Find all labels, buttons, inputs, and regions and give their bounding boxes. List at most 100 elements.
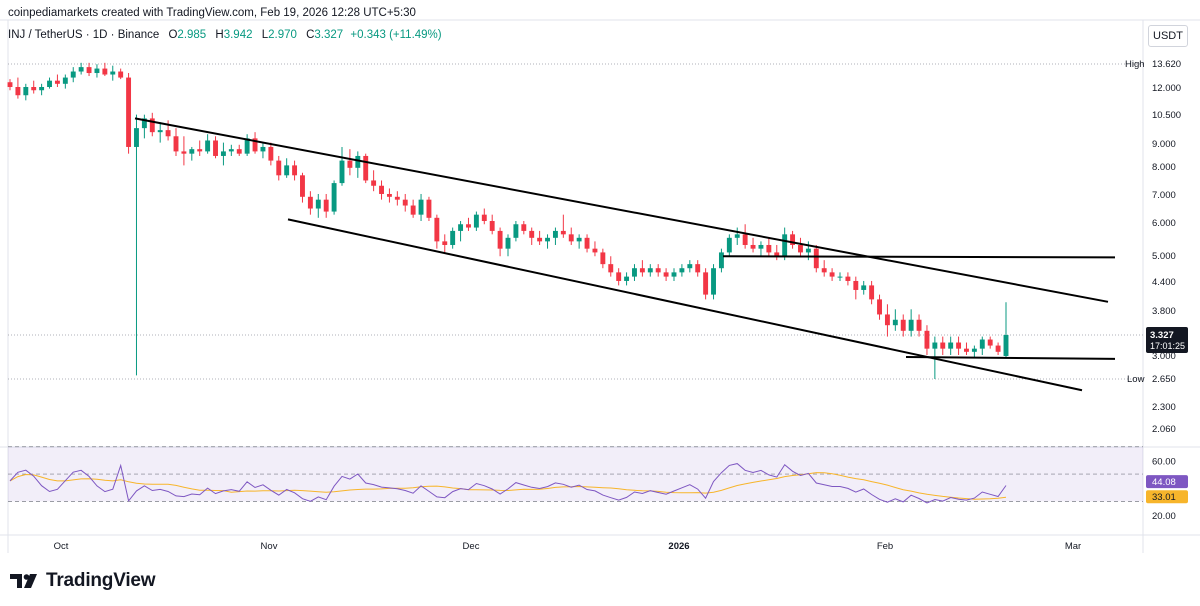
candle-body <box>584 237 590 249</box>
rsi-ma-badge <box>1146 490 1188 504</box>
candle-body <box>473 214 479 228</box>
candle-body <box>173 136 179 152</box>
bar-countdown: 17:01:25 <box>1150 341 1185 351</box>
candle-body <box>410 205 416 215</box>
high-value: 3.942 <box>223 29 253 41</box>
candle-body <box>157 130 163 133</box>
rsi-line <box>9 463 1007 504</box>
candle-body <box>54 80 60 84</box>
candle-body <box>205 140 211 152</box>
price-tick-label: 10.500 <box>1152 110 1181 121</box>
candle-body <box>126 77 132 147</box>
candle-body <box>568 234 574 242</box>
candle-body <box>23 87 29 96</box>
candle-body <box>434 217 440 242</box>
high-label: High <box>1125 59 1145 70</box>
tradingview-logo[interactable]: TradingView <box>10 570 156 592</box>
candle-body <box>908 319 914 331</box>
candle-body <box>924 330 930 349</box>
candle-body <box>402 199 408 206</box>
candle-body <box>268 146 274 161</box>
price-chart[interactable]: 12.000 10.500 9.000 8.000 7.000 6.000 5.000 4.4… <box>0 0 1200 560</box>
candle-body <box>940 342 946 349</box>
close-value: 3.327 <box>314 29 344 41</box>
candle-body <box>149 118 155 133</box>
candle-body <box>394 196 400 200</box>
candle-body <box>426 199 432 218</box>
candle-body <box>711 268 716 295</box>
rsi-ma-line <box>9 472 1007 500</box>
candle-body <box>197 149 203 152</box>
candle-body <box>647 268 653 273</box>
candle-body <box>845 276 851 281</box>
currency-button[interactable]: USDT <box>1148 25 1188 47</box>
candle-body <box>379 185 384 194</box>
price-tick-label: 4.400 <box>1152 277 1176 288</box>
candle-body <box>497 230 503 249</box>
candle-body <box>134 128 139 147</box>
candle-body <box>339 160 345 184</box>
low-label: L <box>261 29 269 41</box>
candle-body <box>236 149 242 154</box>
candle-body <box>592 248 598 253</box>
chart-attribution: coinpediamarkets created with TradingVie… <box>8 7 416 19</box>
candle-body <box>252 138 258 152</box>
symbol-name[interactable]: INJ / TetherUS · 1D · Binance <box>8 29 160 41</box>
channel-lower-line <box>287 218 1083 392</box>
candle-body <box>813 248 819 269</box>
candle-body <box>624 276 630 281</box>
candle-body <box>892 319 898 326</box>
close-label: C <box>306 29 315 41</box>
symbol-legend: INJ / TetherUS · 1D · Binance O2.985 H3.… <box>8 29 442 41</box>
tradingview-brand: TradingView <box>46 570 156 591</box>
candle-body <box>276 160 282 176</box>
rsi-value-badge <box>1146 475 1188 489</box>
candle-body <box>979 339 985 349</box>
candle-body <box>244 138 250 154</box>
candle-body <box>458 224 464 231</box>
candle-body <box>734 234 740 238</box>
candle-body <box>284 165 290 176</box>
candle-body <box>141 118 147 129</box>
candle-body <box>576 237 582 242</box>
candle-body <box>347 160 353 168</box>
time-tick-label: Oct <box>54 541 69 552</box>
candle-body <box>884 314 890 326</box>
candle-body <box>292 165 298 176</box>
candle-body <box>537 237 543 242</box>
candle-body <box>466 224 471 228</box>
candle-body <box>529 230 535 238</box>
candle-body <box>616 272 622 281</box>
price-tick-label: 3.800 <box>1152 306 1176 317</box>
candle-body <box>829 272 835 277</box>
last-price-badge <box>1146 326 1188 353</box>
rsi-ma-value-label: 33.01 <box>1152 492 1176 503</box>
candle-body <box>15 87 21 96</box>
price-tick-label: 8.000 <box>1152 162 1176 173</box>
low-value: 2.970 <box>268 29 297 41</box>
candle-body <box>300 175 305 197</box>
candle-body <box>94 68 100 74</box>
candle-body <box>181 151 187 154</box>
candle-body <box>363 155 369 181</box>
time-tick-label: Nov <box>261 541 278 552</box>
change-value: +0.343 (+11.49%) <box>350 29 442 41</box>
candle-body <box>600 252 606 265</box>
candle-body <box>418 199 424 215</box>
candle-body <box>671 272 677 277</box>
candle-body <box>102 68 108 75</box>
candle-body <box>695 264 701 273</box>
candle-body <box>228 149 234 152</box>
candle-body <box>861 285 867 290</box>
candle-body <box>331 183 337 212</box>
candle-body <box>489 221 495 231</box>
candle-body <box>869 285 875 300</box>
candle-body <box>971 348 977 352</box>
candle-body <box>39 87 45 91</box>
last-price-value: 3.327 <box>1150 330 1174 341</box>
candle-body <box>513 224 519 238</box>
candle-body <box>916 319 922 331</box>
price-tick-label: 7.000 <box>1152 190 1176 201</box>
candle-body <box>260 146 266 152</box>
candle-body <box>608 264 614 273</box>
